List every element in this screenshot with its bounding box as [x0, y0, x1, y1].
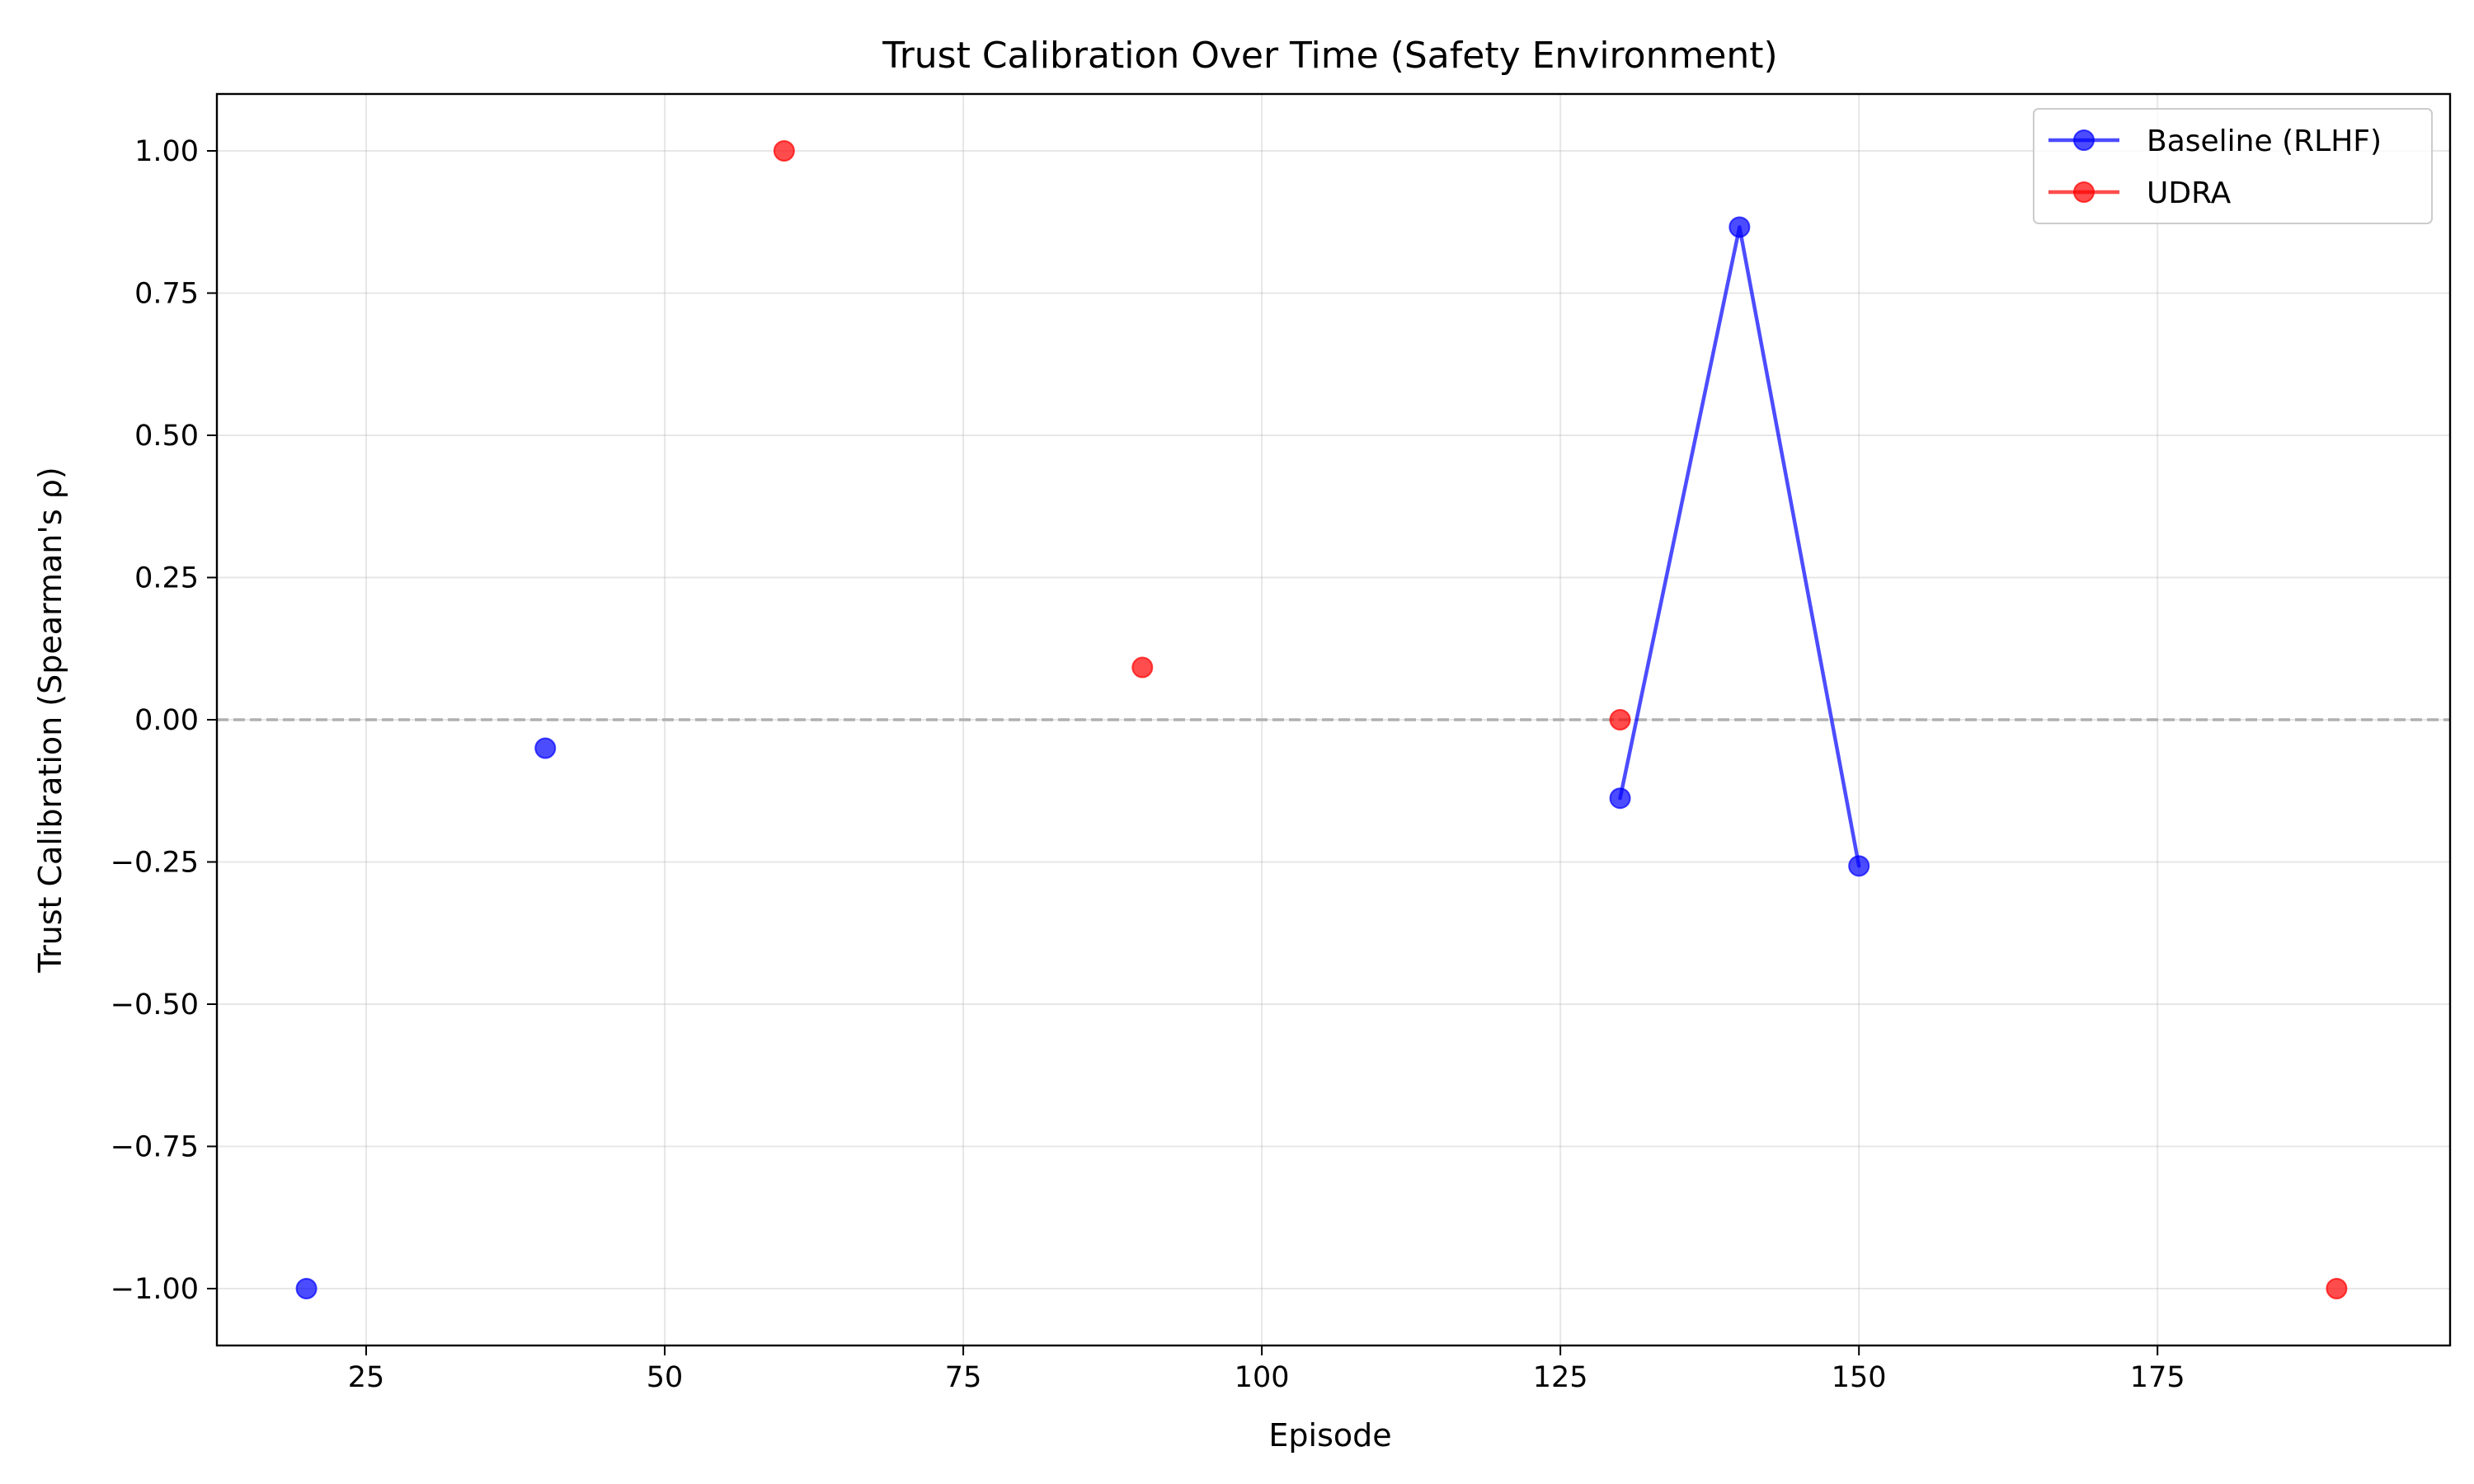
x-tick-label: 75 — [945, 1361, 982, 1394]
legend-frame — [2033, 108, 2433, 224]
chart-title: Trust Calibration Over Time (Safety Envi… — [882, 35, 1777, 77]
x-tick-label: 175 — [2130, 1361, 2185, 1394]
y-tick-label: −0.25 — [111, 847, 199, 880]
data-point — [773, 140, 795, 162]
x-tick-label: 25 — [348, 1361, 385, 1394]
series-0 — [295, 216, 1870, 1299]
y-tick-label: 0.25 — [134, 562, 199, 595]
y-axis: −1.00 −0.75 −0.50 −0.25 0.00 0.25 0.50 0.75 1.00 — [111, 135, 217, 1306]
grid-layer — [217, 94, 2450, 1345]
data-point — [1609, 787, 1631, 810]
legend-label: Baseline (RLHF) — [2147, 124, 2382, 158]
legend-marker — [2073, 181, 2095, 203]
legend-entries: Baseline (RLHF) UDRA — [2048, 124, 2382, 210]
data-point — [1609, 709, 1631, 730]
y-tick-label: 1.00 — [134, 135, 199, 168]
data-point — [1848, 855, 1870, 877]
data-point — [1131, 656, 1154, 679]
y-tick-label: 0.75 — [134, 278, 199, 311]
y-tick-label: −0.75 — [111, 1131, 199, 1164]
series-1 — [773, 140, 2348, 1299]
x-axis-label: Episode — [1268, 1417, 1391, 1453]
data-point — [2326, 1278, 2348, 1299]
x-tick-label: 150 — [1832, 1361, 1887, 1394]
y-tick-label: −1.00 — [111, 1273, 199, 1306]
y-tick-label: 0.50 — [134, 420, 199, 453]
y-tick-label: −0.50 — [111, 989, 199, 1021]
x-tick-label: 50 — [647, 1361, 684, 1394]
x-tick-label: 100 — [1235, 1361, 1290, 1394]
series-layer — [295, 140, 2348, 1299]
data-point — [1729, 216, 1751, 238]
legend-label: UDRA — [2147, 176, 2232, 210]
data-point — [534, 737, 557, 759]
data-point — [295, 1278, 317, 1299]
x-tick-label: 125 — [1533, 1361, 1588, 1394]
y-tick-label: 0.00 — [134, 704, 199, 737]
plot-area — [215, 92, 2452, 1347]
y-axis-label: Trust Calibration (Spearman's ρ) — [32, 467, 68, 973]
legend-marker — [2073, 129, 2095, 151]
legend: Baseline (RLHF) UDRA — [2033, 108, 2433, 224]
x-axis: 25 50 75 100 125 150 175 — [348, 1345, 2185, 1394]
